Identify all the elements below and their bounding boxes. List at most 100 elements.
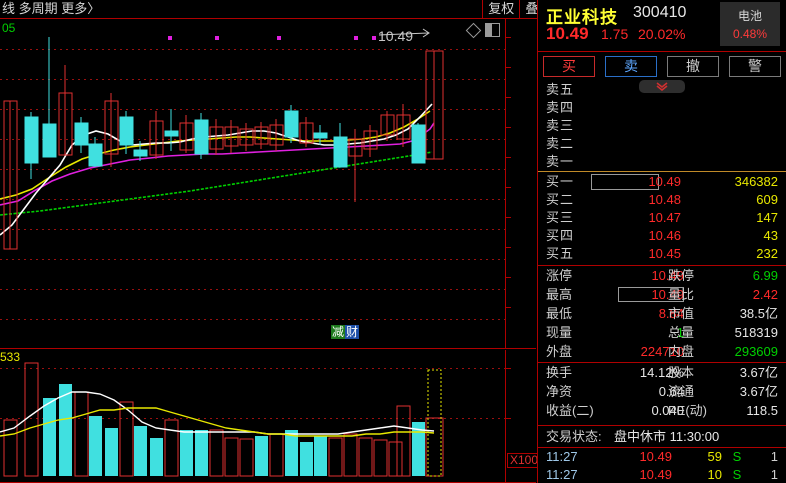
stats-row-netasset: 净资 0.64 流通 3.67亿: [538, 382, 786, 401]
tick-price: 10.49: [639, 467, 672, 482]
stats-key: 涨停: [546, 268, 573, 283]
stats-value: 3.67亿: [739, 384, 778, 399]
tick-price: 10.49: [639, 449, 672, 464]
pane-divider: [0, 348, 536, 349]
chevron-down-icon: [656, 82, 668, 91]
trading-status-label: 交易状态:: [546, 429, 602, 444]
stock-change-percent: 20.02%: [638, 26, 686, 42]
stats-value: 1: [676, 325, 684, 340]
orderbook-price: 10.48: [648, 192, 681, 207]
orderbook-label: 买五: [546, 246, 575, 261]
orderbook-divider: [538, 171, 786, 172]
orderbook-qty: 609: [756, 192, 778, 207]
orderbook-row-bid3[interactable]: 买三 10.47 147: [538, 209, 786, 227]
stats-table: 涨停 10.49 跌停 6.99 最高 10.49 量比 2.42 最低 8.8…: [538, 265, 786, 426]
orderbook-price: 10.46: [648, 228, 681, 243]
volume-corner-value: 533: [0, 350, 21, 364]
gridline: [0, 49, 505, 50]
quote-header: 正业科技 300410 10.49 1.75 20.02% 电池 0.48%: [538, 0, 786, 52]
tick-count: 1: [770, 449, 778, 464]
order-book: 卖五 卖四 卖三 卖二 卖一: [538, 81, 786, 261]
stats-key: 股本: [668, 365, 695, 380]
tick-side: S: [732, 449, 742, 464]
alert-button[interactable]: 警: [729, 55, 781, 77]
sector-label: 电池: [737, 9, 762, 23]
orderbook-qty: 43: [763, 228, 778, 243]
stats-key: 换手: [546, 365, 573, 380]
tick-list[interactable]: 11:27 10.49 59 S 1 11:27 10.49 10 S 1: [538, 448, 786, 483]
stats-value: 2.42: [752, 287, 778, 302]
chart-corner-value: 05: [2, 21, 16, 35]
candlestick-layer: [0, 28, 444, 250]
stats-value: 10.49: [651, 268, 684, 283]
stats-key: 总量: [668, 325, 695, 340]
toolbar-button-fuquan[interactable]: 复权: [482, 0, 519, 18]
tick-row[interactable]: 11:27 10.49 10 S 1: [538, 466, 786, 483]
stock-price: 10.49: [546, 24, 589, 43]
flag-char-2: 财: [345, 325, 360, 339]
orderbook-row-ask5[interactable]: 卖五: [538, 81, 786, 99]
stats-value: 293609: [734, 344, 778, 359]
orderbook-row-bid4[interactable]: 买四 10.46 43: [538, 227, 786, 245]
orderbook-label: 卖二: [546, 136, 575, 151]
orderbook-label: 卖三: [546, 118, 575, 133]
tick-volume: 10: [707, 467, 722, 482]
trading-status-value: 盘中休市 11:30:00: [614, 429, 720, 444]
gridline: [0, 109, 505, 110]
gridline: [0, 199, 505, 200]
stats-row-high: 最高 10.49 量比 2.42: [538, 285, 786, 304]
toolbar-left-text[interactable]: 线 多周期 更多〉: [2, 1, 101, 16]
orderbook-price: 10.47: [648, 210, 681, 225]
stats-divider: [538, 425, 786, 426]
tick-row[interactable]: 11:27 10.49 59 S 1: [538, 448, 786, 465]
sector-badge[interactable]: 电池 0.48%: [720, 2, 780, 46]
stats-key: 最高: [546, 287, 573, 302]
orderbook-row-ask3[interactable]: 卖三: [538, 117, 786, 135]
stats-key: 净资: [546, 384, 573, 399]
stats-key: 市值: [668, 306, 695, 321]
expand-orderbook-button[interactable]: [639, 80, 685, 93]
volume-unit-label: X100: [507, 453, 542, 468]
orderbook-row-ask4[interactable]: 卖四: [538, 99, 786, 117]
orderbook-row-bid5[interactable]: 买五 10.45 232: [538, 245, 786, 263]
sell-button[interactable]: 卖: [605, 55, 657, 77]
stats-value: 8.84: [658, 306, 684, 321]
gridline: [0, 169, 505, 170]
stats-value: 118.5: [746, 403, 778, 418]
stats-key: 流通: [668, 384, 695, 399]
toolbar-left-label[interactable]: 线 多周期 更多〉: [0, 0, 102, 18]
stats-row-outer-inner: 外盘 224710 内盘 293609: [538, 342, 786, 361]
price-chart-pane[interactable]: 05: [0, 19, 536, 349]
stats-key: 收益(二): [546, 403, 594, 418]
orderbook-label: 买三: [546, 210, 575, 225]
diamond-icon[interactable]: [465, 22, 482, 38]
volume-chart-pane[interactable]: 533: [0, 350, 542, 483]
gridline: [0, 289, 505, 290]
gridline: [0, 319, 505, 320]
tick-time: 11:27: [546, 467, 578, 482]
stats-row-turnover: 换手 14.12% 股本 3.67亿: [538, 363, 786, 382]
orderbook-row-bid2[interactable]: 买二 10.48 609: [538, 191, 786, 209]
gridline: [0, 79, 505, 80]
stats-value: 10.49: [651, 287, 684, 302]
stats-divider: [538, 265, 786, 266]
stats-value: 224710: [640, 344, 684, 359]
chart-icon-bar: [465, 22, 500, 38]
cancel-order-button[interactable]: 撤: [667, 55, 719, 77]
chart-flag-marker: 减财: [331, 325, 360, 339]
stats-key: 最低: [546, 306, 573, 321]
orderbook-row-ask1[interactable]: 卖一: [538, 153, 786, 171]
orderbook-price: 10.49: [648, 174, 681, 189]
status-divider: [538, 447, 786, 448]
orderbook-row-ask2[interactable]: 卖二: [538, 135, 786, 153]
buy-button[interactable]: 买: [543, 55, 595, 77]
orderbook-row-bid1[interactable]: 买一 10.49 346382: [538, 173, 786, 191]
orderbook-price: 10.45: [648, 246, 681, 261]
split-view-icon[interactable]: [485, 23, 500, 37]
signal-dot: [372, 36, 376, 40]
stock-change: 1.75: [601, 26, 629, 42]
orderbook-label: 卖五: [546, 82, 575, 97]
chart-area[interactable]: 05: [0, 19, 542, 483]
orderbook-label: 卖一: [546, 154, 575, 169]
stats-value-highlight: [618, 287, 684, 302]
